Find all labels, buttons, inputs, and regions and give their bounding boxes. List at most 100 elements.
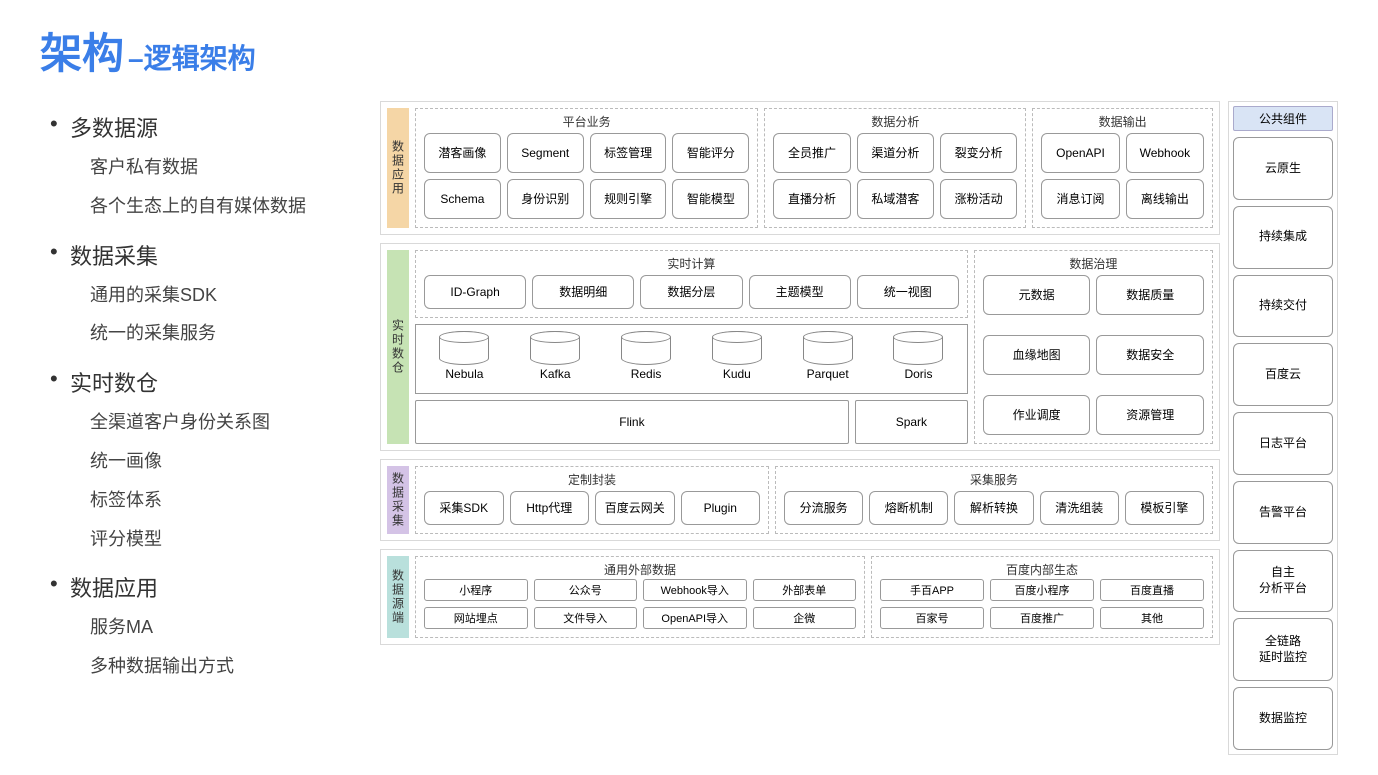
diagram-block: 智能模型 bbox=[672, 179, 749, 219]
common-component-item: 告警平台 bbox=[1233, 481, 1333, 544]
diagram-block: 百家号 bbox=[880, 607, 984, 629]
diagram-block: 涨粉活动 bbox=[940, 179, 1017, 219]
common-component-item: 云原生 bbox=[1233, 137, 1333, 200]
diagram-block: Segment bbox=[507, 133, 584, 173]
layer-label: 数据采集 bbox=[387, 466, 409, 534]
database-label: Kafka bbox=[540, 367, 571, 381]
diagram-row: 潜客画像Segment标签管理智能评分 bbox=[424, 133, 749, 173]
diagram-block: 标签管理 bbox=[590, 133, 667, 173]
diagram-block: ID-Graph bbox=[424, 275, 526, 309]
diagram-row: 作业调度资源管理 bbox=[983, 395, 1204, 435]
cylinder-icon bbox=[893, 331, 943, 365]
diagram-row: 元数据数据质量 bbox=[983, 275, 1204, 315]
diagram-block: 血缘地图 bbox=[983, 335, 1091, 375]
content-row: 多数据源客户私有数据各个生态上的自有媒体数据数据采集通用的采集SDK统一的采集服… bbox=[40, 101, 1338, 755]
bullet-sub: 标签体系 bbox=[50, 486, 370, 515]
diagram-block: 作业调度 bbox=[983, 395, 1091, 435]
diagram-row: Schema身份识别规则引擎智能模型 bbox=[424, 179, 749, 219]
storage-box: Nebula Kafka Redis Kudu Parquet Doris bbox=[415, 324, 968, 394]
diagram-block: Plugin bbox=[681, 491, 761, 525]
diagram-group: 百度内部生态手百APP百度小程序百度直播百家号百度推广其他 bbox=[871, 556, 1213, 638]
diagram-block: OpenAPI导入 bbox=[643, 607, 747, 629]
diagram-block: 手百APP bbox=[880, 579, 984, 601]
diagram-block: 渠道分析 bbox=[857, 133, 934, 173]
layer-label: 数据源端 bbox=[387, 556, 409, 638]
engine-flink: Flink bbox=[415, 400, 849, 444]
common-components: 公共组件云原生持续集成持续交付百度云日志平台告警平台自主 分析平台全链路 延时监… bbox=[1228, 101, 1338, 755]
diagram-block: 统一视图 bbox=[857, 275, 959, 309]
diagram-block: 小程序 bbox=[424, 579, 528, 601]
diagram-block: 数据明细 bbox=[532, 275, 634, 309]
diagram-block: Schema bbox=[424, 179, 501, 219]
bullet-sub: 通用的采集SDK bbox=[50, 281, 370, 310]
layer-label: 实时数仓 bbox=[387, 250, 409, 444]
db-row: Nebula Kafka Redis Kudu Parquet Doris bbox=[422, 331, 961, 387]
diagram-block: 数据分层 bbox=[640, 275, 742, 309]
bullet-item: 多数据源客户私有数据各个生态上的自有媒体数据 bbox=[50, 111, 370, 221]
diagram-row: 消息订阅离线输出 bbox=[1041, 179, 1204, 219]
diagram-row: 分流服务熔断机制解析转换清洗组装模板引擎 bbox=[784, 491, 1204, 525]
layer-body: 通用外部数据小程序公众号Webhook导入外部表单网站埋点文件导入OpenAPI… bbox=[415, 556, 1213, 638]
cylinder-icon bbox=[712, 331, 762, 365]
layers: 数据应用平台业务潜客画像Segment标签管理智能评分Schema身份识别规则引… bbox=[380, 101, 1220, 755]
diagram-group: 数据治理元数据数据质量血缘地图数据安全作业调度资源管理 bbox=[974, 250, 1213, 444]
group-title: 数据分析 bbox=[765, 113, 1025, 130]
diagram-row: 百家号百度推广其他 bbox=[880, 607, 1204, 629]
diagram-block: 潜客画像 bbox=[424, 133, 501, 173]
diagram-block: Webhook导入 bbox=[643, 579, 747, 601]
database-label: Doris bbox=[904, 367, 932, 381]
diagram-block: 百度云网关 bbox=[595, 491, 675, 525]
layer: 数据采集定制封装采集SDKHttp代理百度云网关Plugin采集服务分流服务熔断… bbox=[380, 459, 1220, 541]
diagram-block: 清洗组装 bbox=[1040, 491, 1119, 525]
diagram-block: 模板引擎 bbox=[1125, 491, 1204, 525]
diagram-group: 实时计算 ID-Graph数据明细数据分层主题模型统一视图 bbox=[415, 250, 968, 318]
bullet-main: 数据采集 bbox=[50, 239, 370, 271]
diagram-block: OpenAPI bbox=[1041, 133, 1119, 173]
bullet-sub: 多种数据输出方式 bbox=[50, 652, 370, 681]
database-icon: Doris bbox=[876, 331, 961, 387]
common-component-item: 百度云 bbox=[1233, 343, 1333, 406]
diagram-block: 网站埋点 bbox=[424, 607, 528, 629]
diagram-block: Webhook bbox=[1126, 133, 1204, 173]
diagram-block: 百度小程序 bbox=[990, 579, 1094, 601]
diagram: 数据应用平台业务潜客画像Segment标签管理智能评分Schema身份识别规则引… bbox=[380, 101, 1338, 755]
diagram-block: 元数据 bbox=[983, 275, 1091, 315]
diagram-group: 平台业务潜客画像Segment标签管理智能评分Schema身份识别规则引擎智能模… bbox=[415, 108, 758, 228]
common-component-item: 持续交付 bbox=[1233, 275, 1333, 338]
diagram-block: 主题模型 bbox=[749, 275, 851, 309]
common-component-item: 持续集成 bbox=[1233, 206, 1333, 269]
title-main: 架构 bbox=[40, 30, 124, 77]
diagram-block: 企微 bbox=[753, 607, 857, 629]
database-label: Kudu bbox=[723, 367, 751, 381]
diagram-row: 小程序公众号Webhook导入外部表单 bbox=[424, 579, 856, 601]
diagram-block: 解析转换 bbox=[954, 491, 1033, 525]
bullet-sub: 各个生态上的自有媒体数据 bbox=[50, 192, 370, 221]
database-label: Parquet bbox=[807, 367, 849, 381]
diagram-row: ID-Graph数据明细数据分层主题模型统一视图 bbox=[424, 275, 959, 309]
diagram-block: 智能评分 bbox=[672, 133, 749, 173]
diagram-block: 外部表单 bbox=[753, 579, 857, 601]
diagram-group: 定制封装采集SDKHttp代理百度云网关Plugin bbox=[415, 466, 769, 534]
slide: 架构–逻辑架构 多数据源客户私有数据各个生态上的自有媒体数据数据采集通用的采集S… bbox=[0, 0, 1378, 775]
diagram-group: 数据输出 OpenAPIWebhook 消息订阅离线输出 bbox=[1032, 108, 1213, 228]
diagram-row: OpenAPIWebhook bbox=[1041, 133, 1204, 173]
bullet-sub: 服务MA bbox=[50, 613, 370, 642]
bullet-main: 多数据源 bbox=[50, 111, 370, 143]
layer-body: 实时计算 ID-Graph数据明细数据分层主题模型统一视图 Nebula Kafka R… bbox=[415, 250, 1213, 444]
group-title: 数据输出 bbox=[1033, 113, 1212, 130]
database-icon: Parquet bbox=[785, 331, 870, 387]
group-title: 实时计算 bbox=[416, 255, 967, 272]
database-label: Redis bbox=[631, 367, 662, 381]
diagram-block: 公众号 bbox=[534, 579, 638, 601]
diagram-block: 私域潜客 bbox=[857, 179, 934, 219]
bullet-sub: 客户私有数据 bbox=[50, 153, 370, 182]
cylinder-icon bbox=[439, 331, 489, 365]
common-components-header: 公共组件 bbox=[1233, 106, 1333, 131]
common-component-item: 全链路 延时监控 bbox=[1233, 618, 1333, 681]
engine-spark: Spark bbox=[855, 400, 968, 444]
database-icon: Nebula bbox=[422, 331, 507, 387]
diagram-block: 直播分析 bbox=[773, 179, 850, 219]
database-icon: Redis bbox=[604, 331, 689, 387]
layer: 数据应用平台业务潜客画像Segment标签管理智能评分Schema身份识别规则引… bbox=[380, 101, 1220, 235]
diagram-row: 血缘地图数据安全 bbox=[983, 335, 1204, 375]
